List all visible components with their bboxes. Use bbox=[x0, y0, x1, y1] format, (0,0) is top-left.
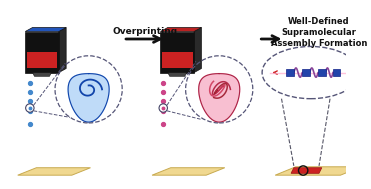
Polygon shape bbox=[302, 69, 310, 76]
Polygon shape bbox=[160, 32, 194, 73]
Polygon shape bbox=[162, 52, 193, 68]
Polygon shape bbox=[160, 27, 201, 32]
Polygon shape bbox=[194, 27, 201, 73]
Circle shape bbox=[159, 104, 167, 112]
Text: Well-Defined
Supramolecular
Assembly Formation: Well-Defined Supramolecular Assembly For… bbox=[271, 17, 367, 48]
Polygon shape bbox=[152, 168, 225, 175]
Polygon shape bbox=[291, 168, 322, 173]
Polygon shape bbox=[275, 167, 361, 175]
Polygon shape bbox=[27, 52, 58, 68]
Polygon shape bbox=[168, 73, 187, 76]
Polygon shape bbox=[33, 73, 52, 76]
Polygon shape bbox=[68, 74, 109, 122]
Polygon shape bbox=[25, 32, 59, 73]
Polygon shape bbox=[18, 168, 91, 175]
Polygon shape bbox=[318, 69, 325, 76]
Polygon shape bbox=[199, 74, 240, 122]
Polygon shape bbox=[333, 69, 341, 76]
Polygon shape bbox=[25, 27, 66, 32]
Circle shape bbox=[26, 104, 34, 112]
Polygon shape bbox=[286, 69, 294, 76]
Text: Overprinting: Overprinting bbox=[112, 27, 177, 36]
Polygon shape bbox=[59, 27, 66, 73]
